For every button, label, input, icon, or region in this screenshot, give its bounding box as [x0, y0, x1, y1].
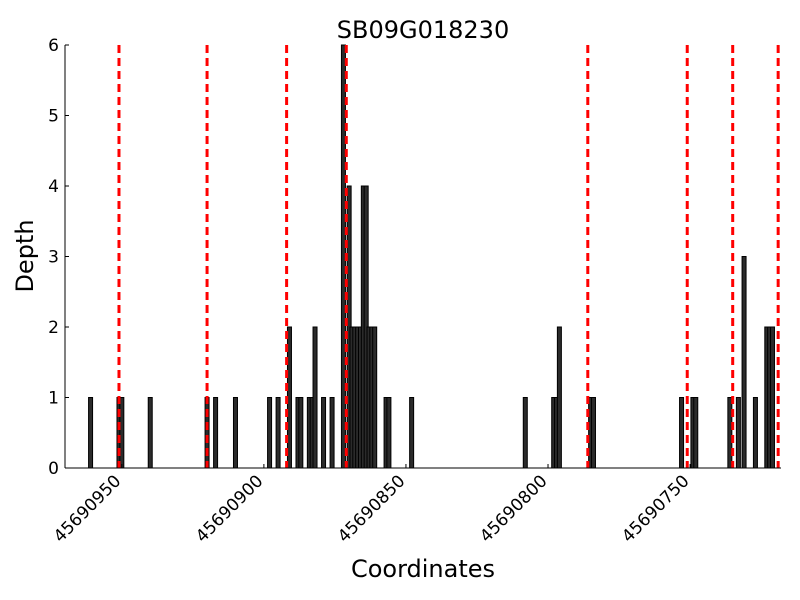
depth-bar	[88, 397, 94, 469]
depth-bar	[329, 397, 335, 469]
y-tick-label: 4	[48, 177, 59, 197]
x-tick-label: 45690750	[618, 471, 693, 546]
depth-bar	[522, 397, 528, 469]
depth-bar	[752, 397, 758, 469]
depth-bar	[409, 397, 415, 469]
depth-bar	[679, 397, 685, 469]
y-tick-label: 3	[48, 248, 59, 268]
depth-bar	[312, 326, 318, 469]
depth-bar	[727, 397, 733, 469]
markers-group	[117, 45, 780, 468]
chart-title: SB09G018230	[337, 16, 509, 44]
depth-bar	[321, 397, 327, 469]
y-tick-label: 6	[48, 36, 59, 56]
y-tick-label: 2	[48, 318, 59, 338]
depth-bar	[735, 397, 741, 469]
depth-bar	[769, 326, 775, 469]
depth-bar	[232, 397, 238, 469]
depth-bar	[119, 397, 125, 469]
depth-bar	[204, 397, 210, 469]
depth-bar	[741, 256, 747, 469]
depth-bar	[147, 397, 153, 469]
y-tick-label: 0	[48, 459, 59, 479]
axes-group: 0 1 2 3 4 5 6 45690950 45690900 45690850 45690800 4…	[48, 36, 781, 547]
depth-bar	[556, 326, 562, 469]
y-tick-label: 5	[48, 107, 59, 127]
x-tick-label: 45690900	[192, 471, 267, 546]
depth-bar	[590, 397, 596, 469]
depth-bar	[386, 397, 392, 469]
depth-bar	[372, 326, 378, 469]
x-tick-label: 45690800	[476, 471, 551, 546]
x-tick-label: 45690950	[50, 471, 125, 546]
depth-bar	[213, 397, 219, 469]
x-tick-label: 45690850	[334, 471, 409, 546]
depth-bar	[275, 397, 281, 469]
bars-group	[88, 44, 775, 469]
depth-bar	[298, 397, 304, 469]
depth-bar	[693, 397, 699, 469]
y-tick-label: 1	[48, 389, 59, 409]
depth-bar	[267, 397, 273, 469]
y-axis-label: Depth	[11, 219, 39, 292]
x-axis-label: Coordinates	[351, 555, 495, 583]
